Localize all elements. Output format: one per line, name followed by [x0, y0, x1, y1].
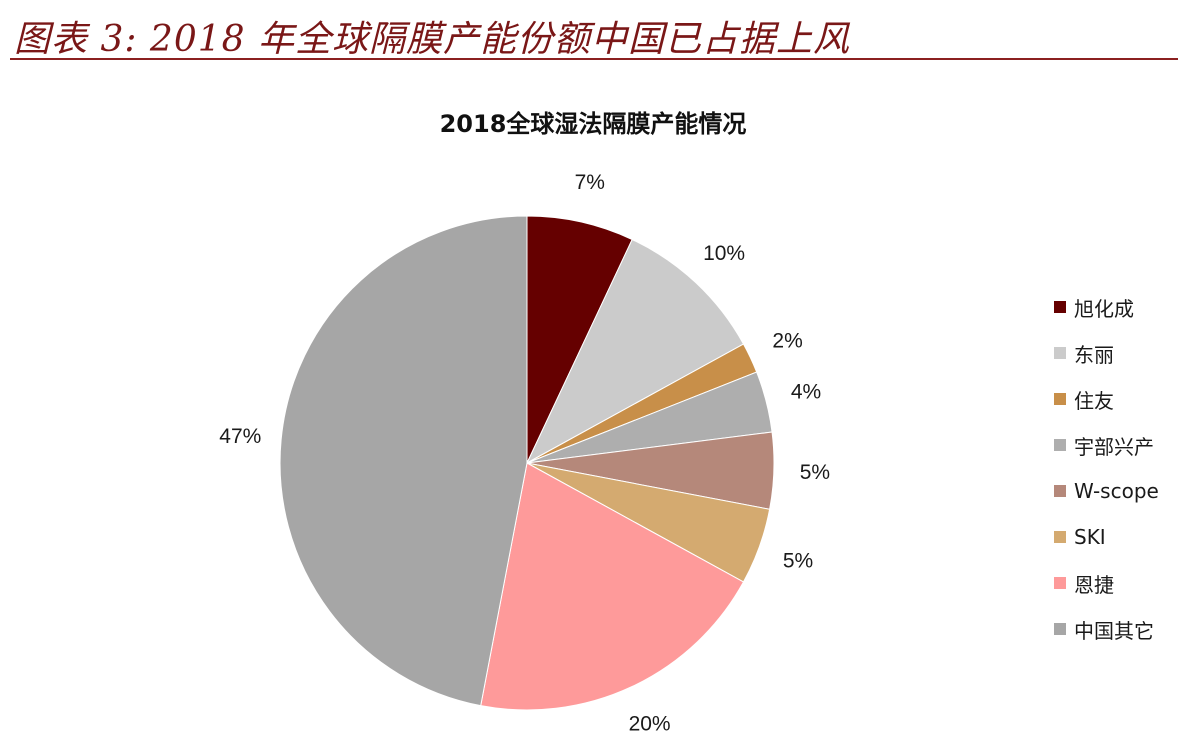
legend-label-0: 旭化成 — [1074, 296, 1134, 321]
legend-swatch-2 — [1054, 393, 1066, 405]
legend-item-7: 中国其它 — [1054, 606, 1184, 652]
legend-item-5: SKI — [1054, 514, 1184, 560]
chart-legend: 旭化成东丽住友宇部兴产 W-scope SKI 恩捷中国其它 — [1054, 284, 1184, 652]
slice-label-2: 2% — [772, 329, 802, 352]
legend-label-5: SKI — [1074, 525, 1106, 549]
legend-swatch-1 — [1054, 347, 1066, 359]
legend-label-6: 恩捷 — [1074, 572, 1114, 597]
slice-label-6: 20% — [629, 713, 671, 736]
legend-swatch-7 — [1054, 623, 1066, 635]
pie-labels: 7% 10% 2% 4% 5% 5% 20% 47% — [219, 171, 830, 736]
legend-label-7: 中国其它 — [1074, 618, 1154, 643]
pie-slices — [279, 215, 775, 711]
slice-label-4: 5% — [800, 461, 830, 484]
pie-slice-7 — [279, 215, 528, 707]
slice-label-7: 47% — [219, 425, 261, 448]
legend-item-3: 宇部兴产 — [1054, 422, 1184, 468]
legend-label-4: W-scope — [1074, 479, 1159, 503]
slice-label-5: 5% — [783, 550, 813, 573]
legend-swatch-3 — [1054, 439, 1066, 451]
legend-item-0: 旭化成 — [1054, 284, 1184, 330]
slice-label-3: 4% — [791, 380, 821, 403]
chart-title: 2018全球湿法隔膜产能情况 — [439, 110, 747, 138]
figure-caption: 图表 3: 2018 年全球隔膜产能份额中国已占据上风 — [14, 19, 850, 60]
legend-label-3: 宇部兴产 — [1074, 434, 1154, 459]
figure-header: 图表 3: 2018 年全球隔膜产能份额中国已占据上风 — [14, 6, 1174, 60]
legend-swatch-4 — [1054, 485, 1066, 497]
header-divider — [10, 58, 1178, 60]
legend-swatch-6 — [1054, 577, 1066, 589]
legend-item-2: 住友 — [1054, 376, 1184, 422]
slice-label-0: 7% — [575, 171, 605, 194]
legend-label-1: 东丽 — [1074, 342, 1114, 367]
legend-item-1: 东丽 — [1054, 330, 1184, 376]
legend-label-2: 住友 — [1074, 388, 1114, 413]
slice-label-1: 10% — [703, 242, 745, 265]
pie-slice-0 — [526, 215, 633, 464]
legend-item-4: W-scope — [1054, 468, 1184, 514]
pie-slice-6 — [480, 462, 745, 711]
legend-item-6: 恩捷 — [1054, 560, 1184, 606]
legend-swatch-5 — [1054, 531, 1066, 543]
legend-swatch-0 — [1054, 301, 1066, 313]
pie-slice-1 — [525, 238, 745, 465]
